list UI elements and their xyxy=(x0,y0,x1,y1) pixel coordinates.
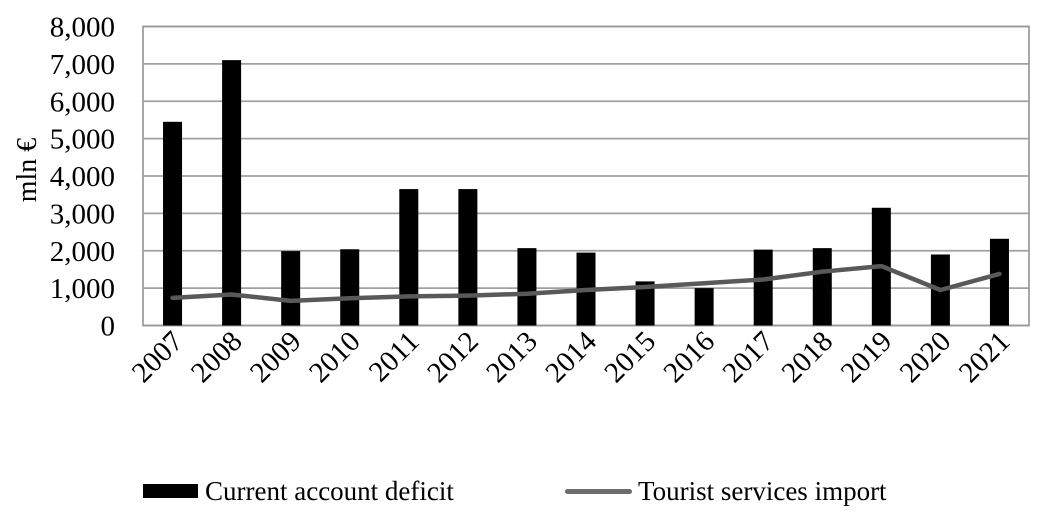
bar-2010 xyxy=(340,249,360,326)
legend-item-tourist-services-import: Tourist services import xyxy=(565,474,887,508)
x-tick-label-2020: 2020 xyxy=(894,325,958,389)
y-tick-label: 8,000 xyxy=(50,12,115,44)
bar-2016 xyxy=(694,288,714,326)
y-tick-label: 1,000 xyxy=(50,273,115,305)
x-tick-label-2017: 2017 xyxy=(717,325,781,389)
y-tick-label: 4,000 xyxy=(50,161,115,193)
chart-plot: 0 1,000 2,000 3,000 4,000 5,000 6,000 7,000 8,00… xyxy=(12,12,1030,389)
x-tick-label-2019: 2019 xyxy=(835,325,899,389)
y-tick-label: 3,000 xyxy=(50,198,115,230)
bar-2011 xyxy=(399,189,419,326)
legend: Current account deficit Tourist services… xyxy=(0,474,1050,508)
bar-2007 xyxy=(163,121,183,326)
y-tick-label: 2,000 xyxy=(50,236,115,268)
bar-2009 xyxy=(281,251,301,326)
x-tick-label-2014: 2014 xyxy=(539,325,603,389)
line-swatch-icon xyxy=(565,488,632,494)
x-tick-label-2012: 2012 xyxy=(421,325,485,389)
x-tick-label-2015: 2015 xyxy=(598,325,662,389)
x-tick-label-2018: 2018 xyxy=(776,325,840,389)
x-tick-label-2009: 2009 xyxy=(244,325,308,389)
y-tick-label: 6,000 xyxy=(50,86,115,118)
bar-2012 xyxy=(458,189,478,326)
bar-2008 xyxy=(222,60,242,326)
x-tick-label-2013: 2013 xyxy=(480,325,544,389)
x-tick-label-2016: 2016 xyxy=(657,325,721,389)
y-tick-label: 0 xyxy=(101,311,116,343)
legend-label-current-account-deficit: Current account deficit xyxy=(205,476,454,506)
bar-swatch-icon xyxy=(143,484,198,498)
tourist-services-import-line xyxy=(170,263,1002,304)
x-tick-label-2010: 2010 xyxy=(303,325,367,389)
y-tick-label: 7,000 xyxy=(50,49,115,81)
bar-2013 xyxy=(517,248,537,326)
legend-item-current-account-deficit: Current account deficit xyxy=(143,474,454,508)
x-tick-label-2011: 2011 xyxy=(363,325,426,388)
bar-2021 xyxy=(989,238,1009,326)
x-tick-label-2021: 2021 xyxy=(953,325,1017,389)
bar-2018 xyxy=(812,248,832,326)
bar-2015 xyxy=(635,281,655,326)
bar-2017 xyxy=(753,249,773,326)
y-axis-title: mln € xyxy=(12,138,43,203)
legend-label-tourist-services-import: Tourist services import xyxy=(638,476,887,506)
y-tick-label: 5,000 xyxy=(50,124,115,156)
x-tick-label-2007: 2007 xyxy=(126,325,190,389)
x-tick-label-2008: 2008 xyxy=(185,325,249,389)
